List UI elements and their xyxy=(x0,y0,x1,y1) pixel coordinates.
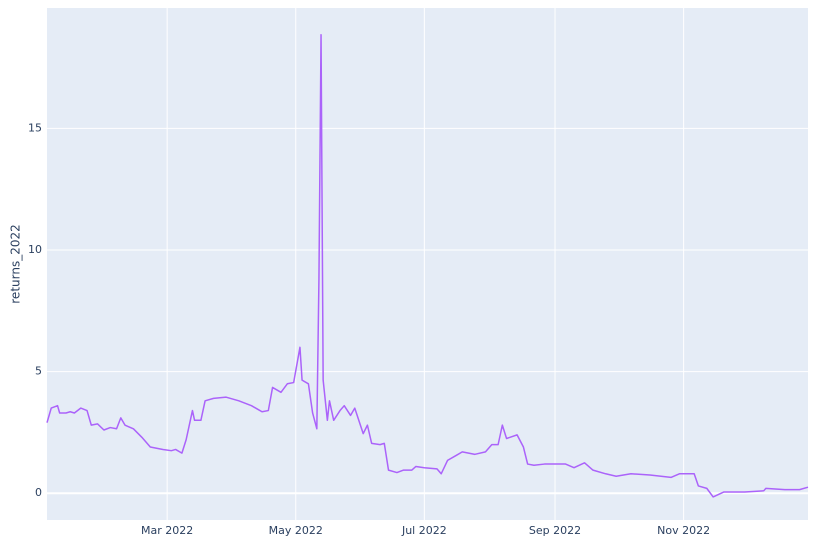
data-line xyxy=(46,34,809,498)
plot-background xyxy=(47,8,808,520)
x-tick-label: Mar 2022 xyxy=(141,524,193,537)
x-tick-label: Nov 2022 xyxy=(657,524,710,537)
x-tick-label: Jul 2022 xyxy=(401,524,447,537)
y-tick-label: 0 xyxy=(35,486,42,499)
y-axis-title: returns_2022 xyxy=(9,224,23,303)
y-tick-label: 15 xyxy=(28,121,42,134)
y-tick-label: 5 xyxy=(35,365,42,378)
x-tick-label: May 2022 xyxy=(269,524,323,537)
y-tick-label: 10 xyxy=(28,243,42,256)
x-tick-label: Sep 2022 xyxy=(529,524,581,537)
